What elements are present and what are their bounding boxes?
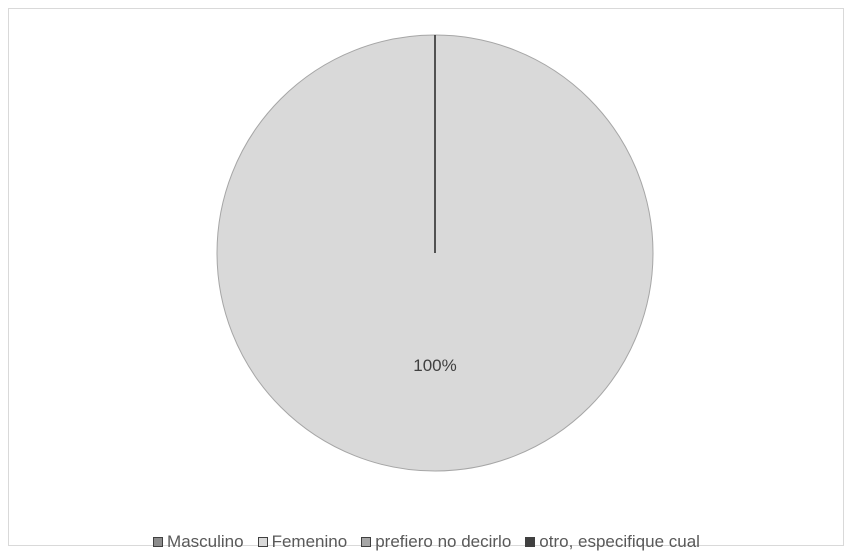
legend-label: Femenino (271, 532, 348, 551)
legend-item: Masculino (153, 532, 244, 552)
legend-label: prefiero no decirlo (375, 532, 512, 551)
data-label: 100% (413, 356, 456, 375)
legend-swatch (361, 537, 372, 547)
legend-swatch (257, 537, 268, 547)
chart-legend: Masculino Femenino prefiero no decirlo otro… (0, 532, 853, 552)
legend-item: otro, especifique cual (525, 532, 700, 552)
legend-swatch (525, 537, 536, 547)
legend-item: Femenino (257, 532, 348, 552)
legend-swatch (153, 537, 164, 547)
legend-label: otro, especifique cual (539, 532, 700, 551)
legend-item: prefiero no decirlo (361, 532, 511, 552)
legend-label: Masculino (167, 532, 244, 551)
pie-chart: 100% (216, 34, 654, 472)
